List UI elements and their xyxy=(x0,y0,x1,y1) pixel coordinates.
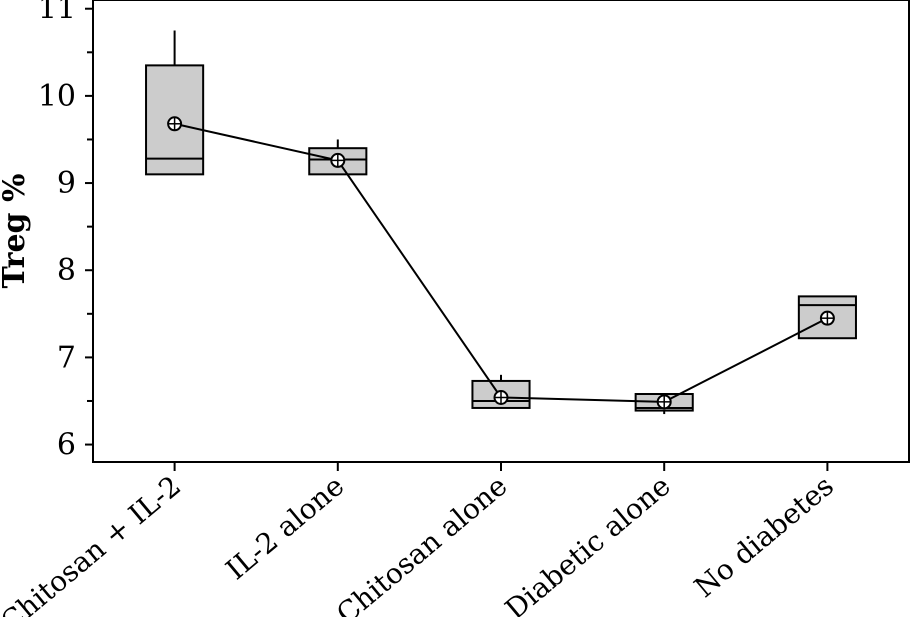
x-category-label: Chitosan + IL-2 xyxy=(0,469,187,617)
x-category-label: IL-2 alone xyxy=(220,469,351,586)
boxes xyxy=(145,30,857,415)
mean-markers xyxy=(167,116,835,410)
mean-marker xyxy=(493,389,509,405)
box-group xyxy=(308,139,368,176)
y-axis: 6 7 8 9 10 11 xyxy=(38,0,93,463)
x-category-label: Diabetic alone xyxy=(499,469,677,617)
x-category-label: Chitosan alone xyxy=(330,469,513,617)
y-tick-label: 11 xyxy=(38,0,76,27)
y-tick-label: 8 xyxy=(57,253,76,288)
mean-marker xyxy=(167,116,183,132)
box xyxy=(797,295,857,340)
y-tick-label: 7 xyxy=(57,340,76,375)
y-axis-title: Treg % xyxy=(0,174,32,289)
box-group xyxy=(797,295,857,340)
y-tick-label: 9 xyxy=(57,166,76,201)
mean-connect-line xyxy=(174,122,828,403)
x-category-label: No diabetes xyxy=(688,469,840,604)
mean-marker xyxy=(330,152,346,168)
mean-marker xyxy=(819,310,835,326)
box-group xyxy=(145,30,205,176)
y-tick-label: 10 xyxy=(38,79,76,114)
mean-marker xyxy=(656,394,672,410)
y-tick-label: 6 xyxy=(57,428,76,463)
